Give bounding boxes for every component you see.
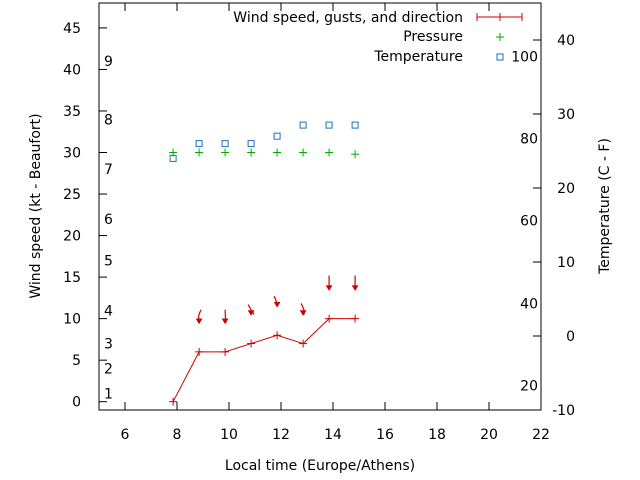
- x-tick-label: 14: [324, 427, 342, 443]
- beaufort-label: 3: [104, 337, 113, 353]
- temperature-point: [351, 121, 359, 129]
- wind-arrow-shaft: [247, 304, 255, 315]
- x-tick-label: 16: [376, 427, 394, 443]
- beaufort-scale: 1 2 3 4 5 6 7 8 9: [104, 54, 113, 402]
- y2-tick-label: -10: [552, 403, 575, 419]
- x-axis: 6 8 10 12 14 16 18 20 22: [121, 3, 550, 443]
- wind-arrow-head: [273, 301, 281, 308]
- beaufort-label: 6: [104, 212, 113, 228]
- beaufort-label: 8: [104, 112, 113, 128]
- y-axis-label: Wind speed (kt - Beaufort): [28, 113, 44, 298]
- y-tick-label: 10: [63, 312, 81, 328]
- temperature-point: [169, 154, 177, 162]
- beaufort-label: 9: [104, 54, 113, 70]
- y-axis-right: -10 0 10 20 30 40: [533, 33, 575, 419]
- temperature-series: [169, 121, 359, 162]
- y-tick-label: 5: [72, 353, 81, 369]
- legend-label-pressure: Pressure: [403, 29, 463, 45]
- beaufort-label: 2: [104, 361, 113, 377]
- fahrenheit-scale: 20 40 60 80 100: [511, 49, 538, 394]
- beaufort-label: 4: [104, 303, 113, 319]
- wind-arrow-head: [299, 310, 307, 316]
- wind-arrow: [325, 275, 333, 292]
- x-tick-label: 20: [480, 427, 498, 443]
- y2-axis-label: Temperature (C - F): [597, 138, 613, 275]
- y-tick-label: 20: [63, 229, 81, 245]
- x-tick-label: 8: [173, 427, 182, 443]
- legend-label-wind: Wind speed, gusts, and direction: [233, 10, 463, 26]
- y-axis-left: 0 5 10 15 20 25 30 35 40 45: [63, 21, 107, 411]
- y2-tick-label: 40: [557, 33, 575, 49]
- legend: Wind speed, gusts, and direction Pressur…: [233, 10, 523, 65]
- fahrenheit-label: 60: [520, 214, 538, 230]
- y-tick-label: 15: [63, 270, 81, 286]
- wind-arrow: [221, 309, 229, 325]
- wind-arrow: [195, 309, 203, 325]
- wind-arrow-head: [221, 318, 229, 325]
- y-tick-label: 40: [63, 62, 81, 78]
- wind-arrow-head: [247, 310, 255, 316]
- wind-arrow: [273, 295, 281, 308]
- wind-arrow-head: [351, 285, 359, 292]
- x-axis-label: Local time (Europe/Athens): [225, 458, 415, 474]
- temperature-point: [325, 121, 333, 129]
- temperature-point: [299, 121, 307, 129]
- fahrenheit-label: 80: [520, 131, 538, 147]
- y2-tick-label: 20: [557, 181, 575, 197]
- wind-line: [172, 318, 356, 402]
- x-tick-label: 10: [220, 427, 238, 443]
- y2-tick-label: 30: [557, 107, 575, 123]
- y-tick-label: 25: [63, 187, 81, 203]
- fahrenheit-label: 40: [520, 296, 538, 312]
- wind-direction-arrows: [195, 275, 359, 325]
- y2-tick-label: 0: [566, 329, 575, 345]
- beaufort-label: 7: [104, 162, 113, 178]
- wind-arrow: [299, 303, 307, 316]
- x-tick-label: 18: [428, 427, 446, 443]
- temperature-point: [273, 132, 281, 140]
- y-tick-label: 0: [72, 395, 81, 411]
- temperature-point: [195, 140, 203, 148]
- y-tick-label: 35: [63, 104, 81, 120]
- y-tick-label: 45: [63, 21, 81, 37]
- wind-arrow-head: [195, 318, 203, 325]
- y-tick-label: 30: [63, 146, 81, 162]
- x-tick-label: 12: [272, 427, 290, 443]
- wind-arrow: [247, 304, 255, 316]
- y2-tick-label: 10: [557, 255, 575, 271]
- wind-arrow: [351, 275, 359, 292]
- temperature-point: [247, 140, 255, 148]
- beaufort-label: 1: [104, 386, 113, 402]
- temperature-point: [221, 140, 229, 148]
- wind-arrow-head: [325, 285, 333, 292]
- wind-series: [169, 314, 360, 406]
- pressure-series: [169, 148, 360, 159]
- x-tick-label: 6: [121, 427, 130, 443]
- legend-swatch-temperature: [496, 53, 504, 61]
- fahrenheit-label: 100: [511, 49, 538, 65]
- legend-label-temperature: Temperature: [373, 49, 463, 65]
- plot-frame: [98, 2, 542, 411]
- x-tick-label: 22: [532, 427, 550, 443]
- beaufort-label: 5: [104, 253, 113, 269]
- fahrenheit-label: 20: [520, 379, 538, 395]
